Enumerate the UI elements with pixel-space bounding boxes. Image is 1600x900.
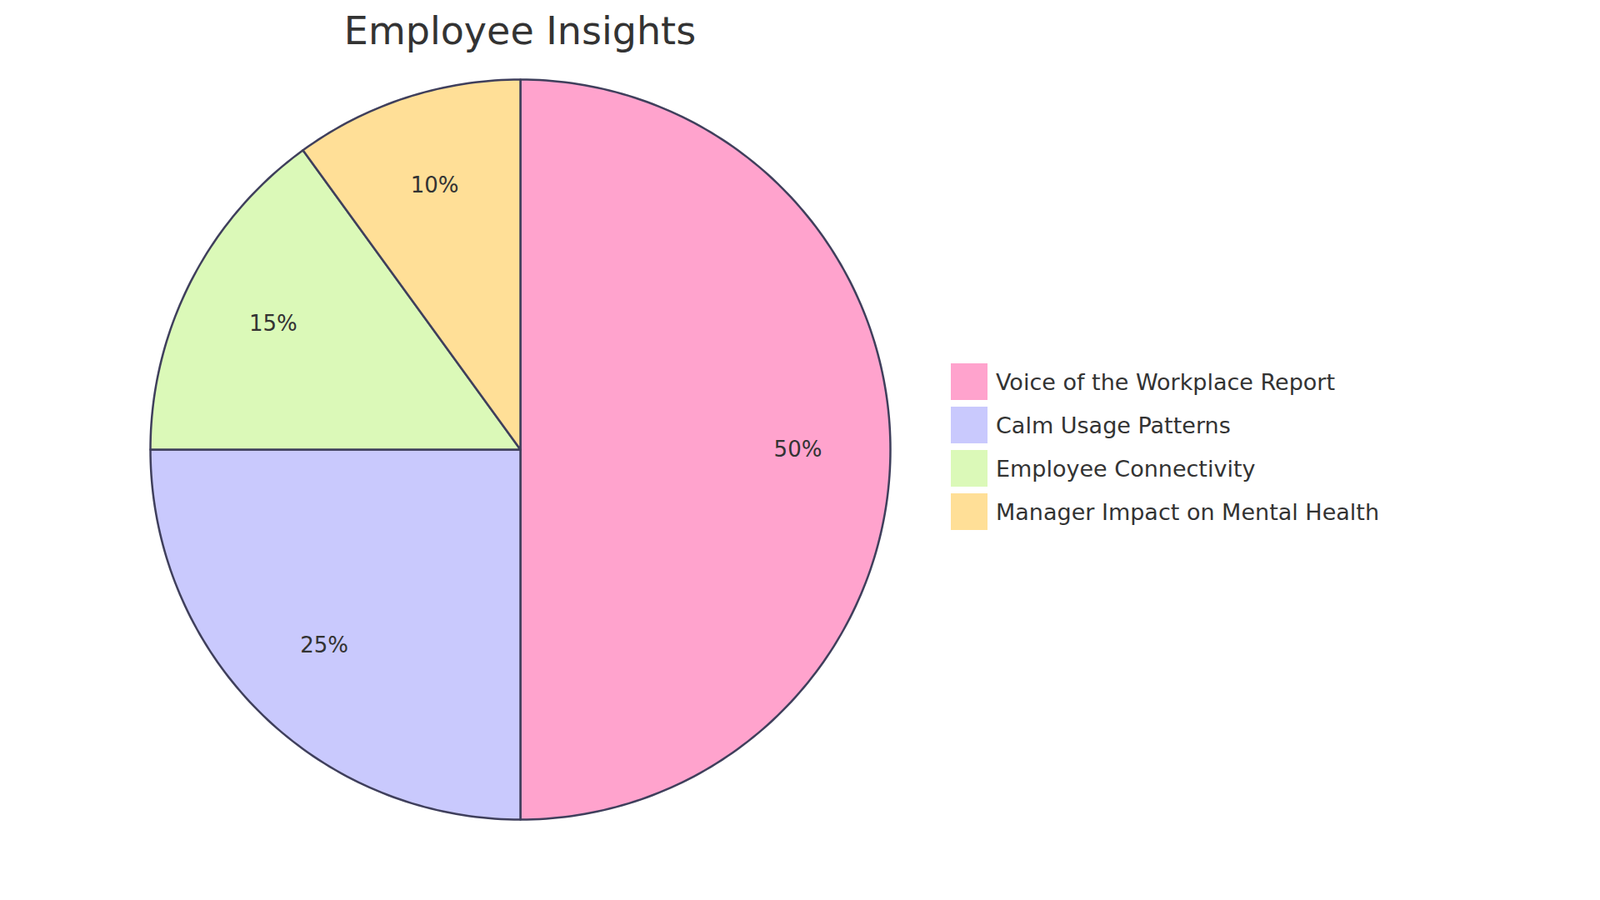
- svg-text:10%: 10%: [410, 172, 460, 198]
- html-text:Manager Impact on Mental Healt: Manager Impact on Mental Health: [995, 498, 1380, 525]
- html-text:Employee Connectivity: Employee Connectivity: [995, 455, 1256, 482]
- svg-text:15%: 15%: [249, 310, 298, 336]
- svg-text:25%: 25%: [300, 632, 349, 658]
- html-text:Voice of the Workplace Report: Voice of the Workplace Report: [995, 368, 1335, 395]
- html-text:Employee Insights: Employee Insights: [344, 8, 696, 54]
- svg-text:50%: 50%: [774, 436, 823, 462]
- html-text:Calm Usage Patterns: Calm Usage Patterns: [995, 412, 1231, 438]
